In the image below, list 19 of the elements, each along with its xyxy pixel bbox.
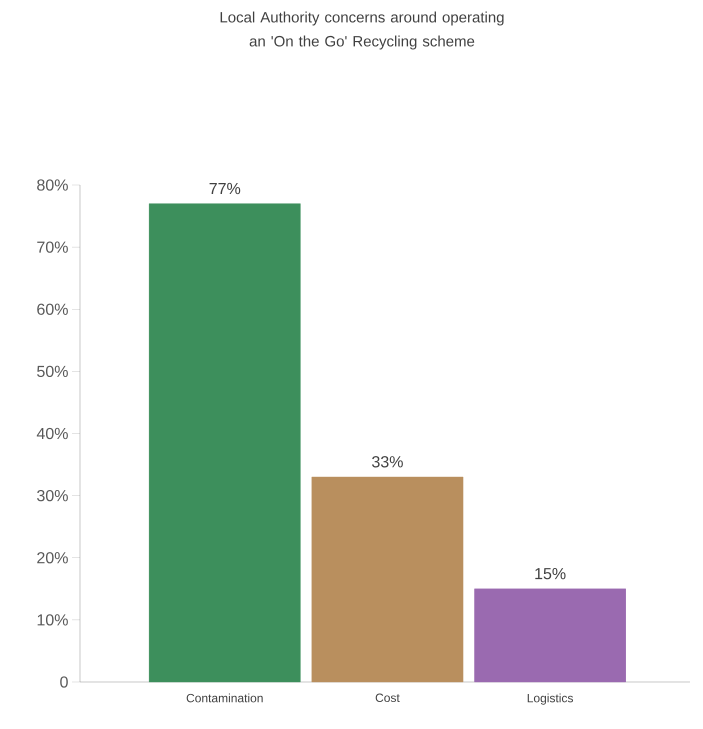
x-tick-label: Logistics [528, 694, 574, 705]
y-tick-label: 40% [36, 428, 68, 440]
x-tick-label: Cost [376, 694, 400, 702]
chart-title: Local Authority concerns around operating an 'On the Go' Recycling scheme [220, 12, 504, 50]
x-tick-label: Contamination [186, 694, 263, 702]
y-tick-label: 80% [37, 179, 68, 191]
data-label: 33% [372, 456, 403, 468]
bar [474, 588, 626, 682]
y-tick-label: 60% [37, 304, 68, 315]
y-tick-label: 30% [37, 490, 68, 502]
y-tick-label: 20% [37, 552, 68, 564]
bar [312, 476, 464, 682]
data-label: 77% [210, 182, 240, 194]
y-tick-label: 10% [38, 614, 68, 626]
y-tick-label: 50% [37, 366, 68, 378]
y-tick-label: 0 [60, 676, 68, 688]
data-label: 15% [535, 568, 566, 580]
y-tick-label: 70% [37, 241, 68, 253]
bar [148, 203, 301, 682]
